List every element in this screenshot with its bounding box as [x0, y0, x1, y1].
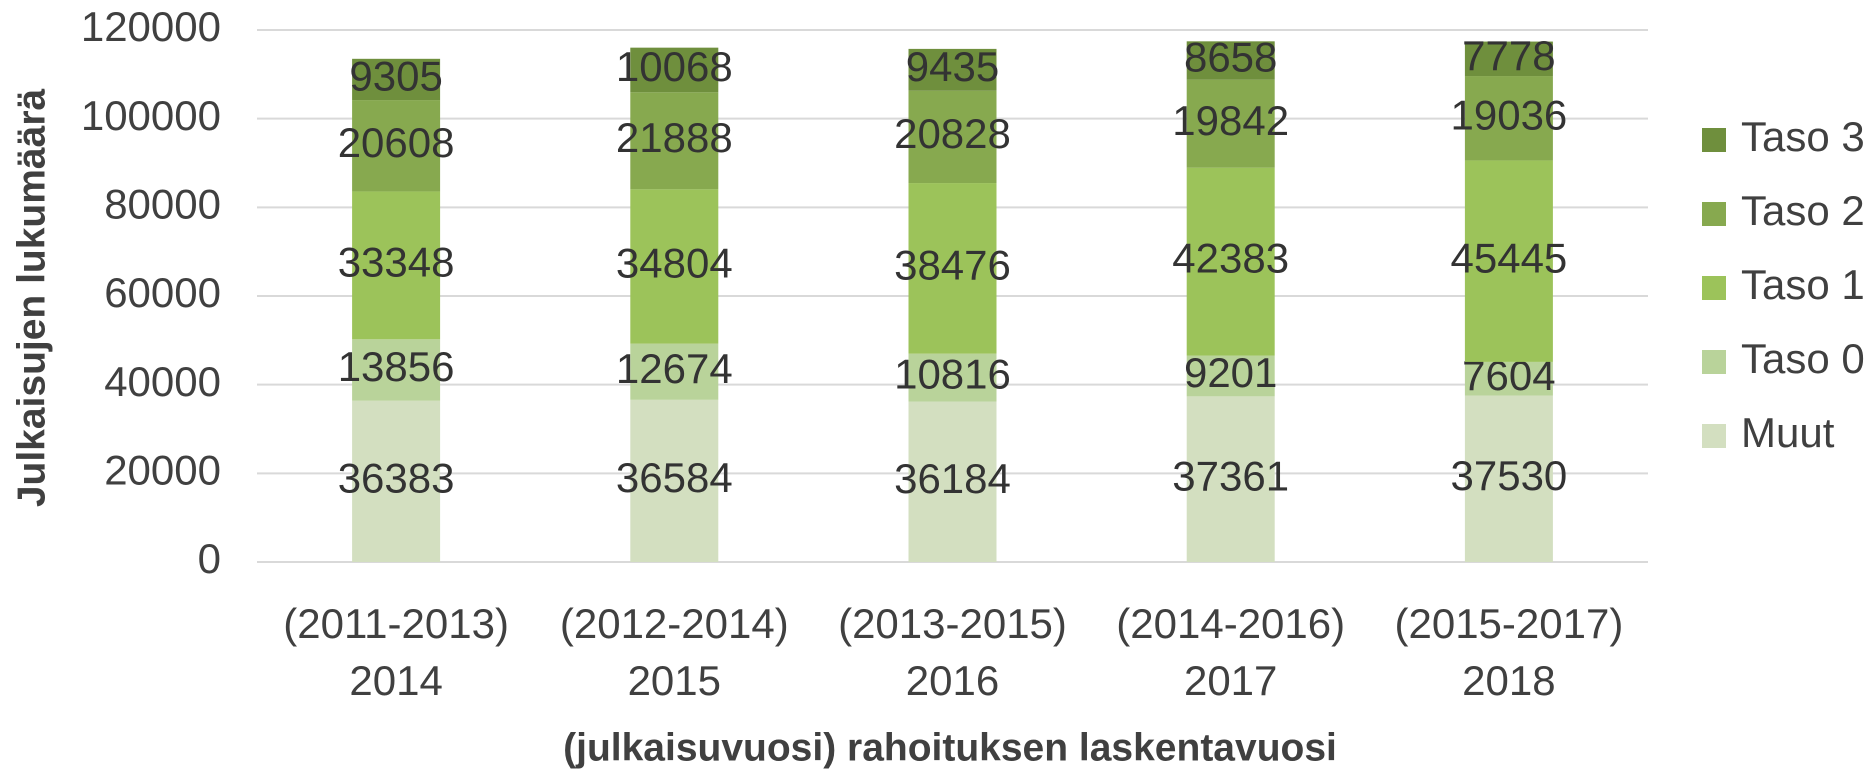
y-tick-label: 60000 [104, 269, 221, 316]
data-label: 33348 [338, 238, 455, 285]
legend-label: Taso 0 [1741, 335, 1865, 382]
legend-swatch [1702, 350, 1726, 374]
bar-segment [1186, 79, 1275, 168]
data-label: 36383 [338, 454, 455, 501]
bar-segment [630, 189, 719, 344]
legend-swatch [1702, 424, 1726, 448]
bar-segment [908, 353, 997, 402]
legend-swatch [1702, 128, 1726, 152]
data-label: 34804 [616, 240, 733, 287]
x-tick-label: 2015 [628, 657, 721, 704]
data-label: 10068 [616, 43, 733, 90]
data-label: 19842 [1172, 97, 1289, 144]
data-label: 9305 [349, 53, 442, 100]
bar-segment [1464, 41, 1553, 77]
data-label: 36184 [894, 455, 1011, 502]
x-tick-label: (2013-2015) [838, 600, 1067, 647]
data-label: 7778 [1462, 32, 1555, 79]
data-label: 45445 [1451, 234, 1568, 281]
bar-segment [630, 47, 719, 93]
x-axis-title: (julkaisuvuosi) rahoituksen laskentavuos… [563, 726, 1337, 769]
x-tick-label: 2017 [1184, 657, 1277, 704]
y-tick-label: 100000 [81, 92, 221, 139]
x-tick-label: 2016 [906, 657, 999, 704]
data-label: 19036 [1451, 91, 1568, 138]
data-label: 21888 [616, 114, 733, 161]
bar-segment [352, 339, 441, 401]
data-label: 37361 [1172, 452, 1289, 499]
legend-swatch [1702, 202, 1726, 226]
bar-segment [1464, 395, 1553, 562]
data-label: 38476 [894, 241, 1011, 288]
data-label: 36584 [616, 454, 733, 501]
y-tick-label: 0 [198, 535, 221, 582]
bar-segment [352, 191, 441, 340]
bar-segment [630, 92, 719, 190]
legend-label: Muut [1741, 409, 1835, 456]
y-tick-label: 20000 [104, 446, 221, 493]
data-label: 13856 [338, 343, 455, 390]
legend-swatch [1702, 276, 1726, 300]
x-tick-label: 2018 [1462, 657, 1555, 704]
bar-segment [630, 343, 719, 400]
bar-segment [908, 401, 997, 562]
bar-segment [908, 48, 997, 91]
data-label: 20608 [338, 119, 455, 166]
legend-label: Taso 2 [1741, 187, 1865, 234]
legend-label: Taso 3 [1741, 113, 1865, 160]
y-tick-label: 40000 [104, 358, 221, 405]
bar-segment [1186, 355, 1275, 397]
data-label: 8658 [1184, 34, 1277, 81]
data-label: 37530 [1451, 452, 1568, 499]
x-tick-label: (2011-2013) [283, 600, 509, 647]
bar-segment [1186, 167, 1275, 356]
bar-segment [1464, 160, 1553, 362]
bar-segment [908, 90, 997, 184]
data-label: 42383 [1172, 235, 1289, 282]
x-tick-label: (2015-2017) [1394, 600, 1623, 647]
y-tick-label: 120000 [81, 3, 221, 50]
data-label: 9435 [906, 43, 999, 90]
legend-label: Taso 1 [1741, 261, 1865, 308]
data-label: 9201 [1184, 349, 1277, 396]
bar-segment [1464, 361, 1553, 396]
data-label: 12674 [616, 345, 733, 392]
x-tick-label: 2014 [349, 657, 442, 704]
bar-segment [1186, 41, 1275, 80]
y-tick-label: 80000 [104, 180, 221, 227]
x-tick-label: (2014-2016) [1116, 600, 1345, 647]
data-label: 20828 [894, 110, 1011, 157]
bar-segment [352, 100, 441, 192]
bar-segment [630, 399, 719, 562]
bar-segment [1186, 396, 1275, 562]
bar-segment [352, 58, 441, 101]
bar-segment [908, 183, 997, 354]
y-axis-title: Julkaisujen lukumäärä [10, 89, 53, 508]
bar-segment [352, 400, 441, 562]
bar-segment [1464, 76, 1553, 161]
data-label: 10816 [894, 351, 1011, 398]
x-tick-label: (2012-2014) [560, 600, 789, 647]
